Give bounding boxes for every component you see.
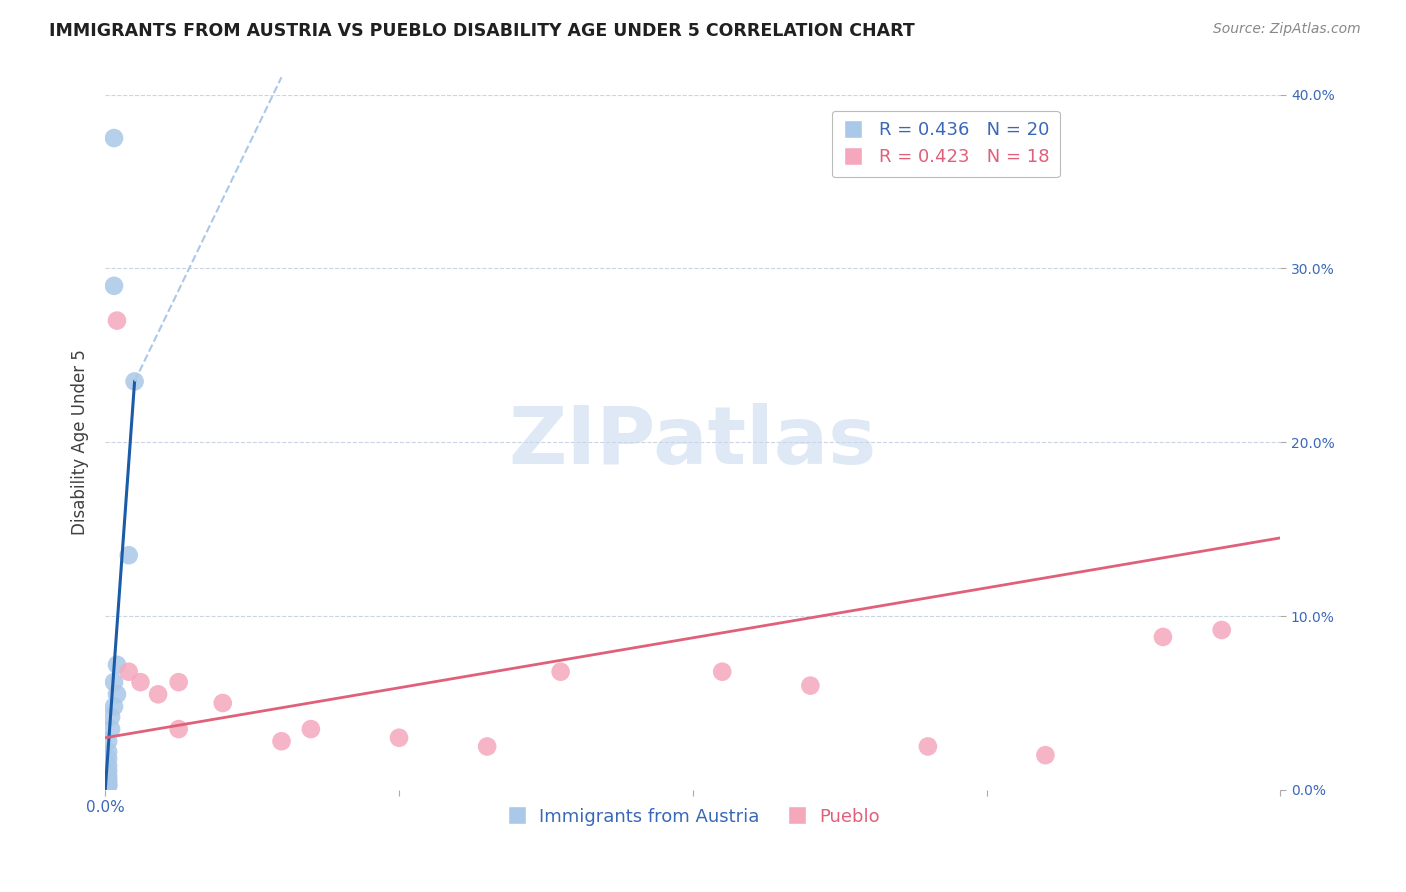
- Point: [211, 696, 233, 710]
- Point: [105, 657, 128, 672]
- Point: [97, 778, 120, 792]
- Text: Source: ZipAtlas.com: Source: ZipAtlas.com: [1213, 22, 1361, 37]
- Point: [118, 548, 141, 562]
- Point: [299, 722, 322, 736]
- Point: [103, 278, 125, 293]
- Point: [550, 665, 572, 679]
- Text: IMMIGRANTS FROM AUSTRIA VS PUEBLO DISABILITY AGE UNDER 5 CORRELATION CHART: IMMIGRANTS FROM AUSTRIA VS PUEBLO DISABI…: [49, 22, 915, 40]
- Point: [1211, 623, 1233, 637]
- Point: [100, 722, 122, 736]
- Point: [103, 131, 125, 145]
- Point: [1152, 630, 1174, 644]
- Point: [97, 772, 120, 787]
- Point: [97, 734, 120, 748]
- Point: [97, 751, 120, 765]
- Point: [97, 758, 120, 772]
- Point: [146, 687, 169, 701]
- Point: [105, 687, 128, 701]
- Point: [917, 739, 939, 754]
- Point: [97, 776, 120, 790]
- Point: [103, 699, 125, 714]
- Point: [118, 665, 141, 679]
- Y-axis label: Disability Age Under 5: Disability Age Under 5: [72, 350, 89, 535]
- Point: [124, 375, 146, 389]
- Point: [97, 769, 120, 783]
- Point: [167, 675, 190, 690]
- Point: [97, 745, 120, 759]
- Point: [97, 780, 120, 794]
- Point: [711, 665, 734, 679]
- Text: ZIPatlas: ZIPatlas: [509, 403, 877, 482]
- Point: [105, 313, 128, 327]
- Point: [103, 675, 125, 690]
- Point: [475, 739, 498, 754]
- Point: [100, 710, 122, 724]
- Point: [1035, 748, 1057, 763]
- Point: [129, 675, 152, 690]
- Point: [97, 764, 120, 778]
- Point: [388, 731, 411, 745]
- Point: [799, 679, 821, 693]
- Point: [270, 734, 292, 748]
- Point: [167, 722, 190, 736]
- Legend: Immigrants from Austria, Pueblo: Immigrants from Austria, Pueblo: [499, 801, 887, 833]
